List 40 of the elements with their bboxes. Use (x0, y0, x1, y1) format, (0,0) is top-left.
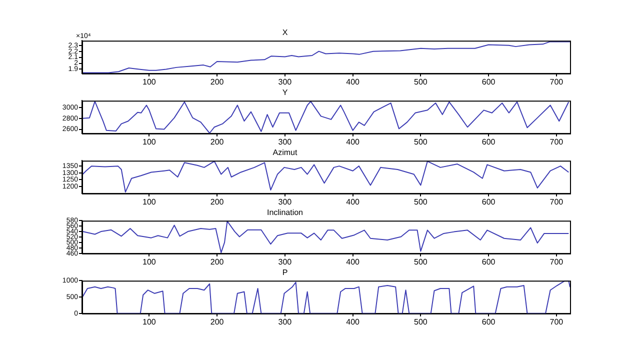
x-tick-label: 200 (210, 257, 224, 266)
x-tick-label: 700 (550, 317, 564, 326)
x-tick-label: 300 (278, 137, 292, 146)
x-tick-label: 500 (414, 197, 428, 206)
x-tick-label: 100 (142, 137, 156, 146)
x-tick-label: 600 (482, 77, 496, 86)
chart-title: Inclination (266, 208, 304, 218)
x-tick-label: 700 (550, 137, 564, 146)
x-tick-label: 600 (482, 257, 496, 266)
x-tick-label: 600 (482, 137, 496, 146)
x-tick-label: 500 (414, 77, 428, 86)
x-tick-label: 400 (346, 257, 360, 266)
x-tick-label: 400 (346, 137, 360, 146)
chart-title: Azimut (272, 148, 298, 158)
x-tick-label: 600 (482, 197, 496, 206)
x-tick-label: 400 (346, 317, 360, 326)
chart-title: Y (282, 88, 288, 98)
x-tick-label: 100 (142, 197, 156, 206)
x-tick-label: 300 (278, 197, 292, 206)
x-tick-label: 200 (210, 197, 224, 206)
x-tick-label: 300 (278, 257, 292, 266)
x-tick-label: 400 (346, 197, 360, 206)
x-tick-label: 200 (210, 137, 224, 146)
x-tick-label: 700 (550, 257, 564, 266)
x-tick-label: 100 (142, 257, 156, 266)
chart-title: P (282, 268, 288, 278)
x-tick-label: 700 (550, 77, 564, 86)
chart-title: X (282, 28, 288, 38)
x-tick-label: 500 (414, 317, 428, 326)
x-tick-label: 600 (482, 317, 496, 326)
x-tick-label: 100 (142, 77, 156, 86)
x-tick-label: 100 (142, 317, 156, 326)
x-tick-label: 500 (414, 257, 428, 266)
x-tick-label: 500 (414, 137, 428, 146)
x-tick-label: 300 (278, 317, 292, 326)
x-tick-label: 200 (210, 317, 224, 326)
x-tick-label: 700 (550, 197, 564, 206)
x-tick-label: 400 (346, 77, 360, 86)
x-tick-label: 300 (278, 77, 292, 86)
x-tick-label: 200 (210, 77, 224, 86)
